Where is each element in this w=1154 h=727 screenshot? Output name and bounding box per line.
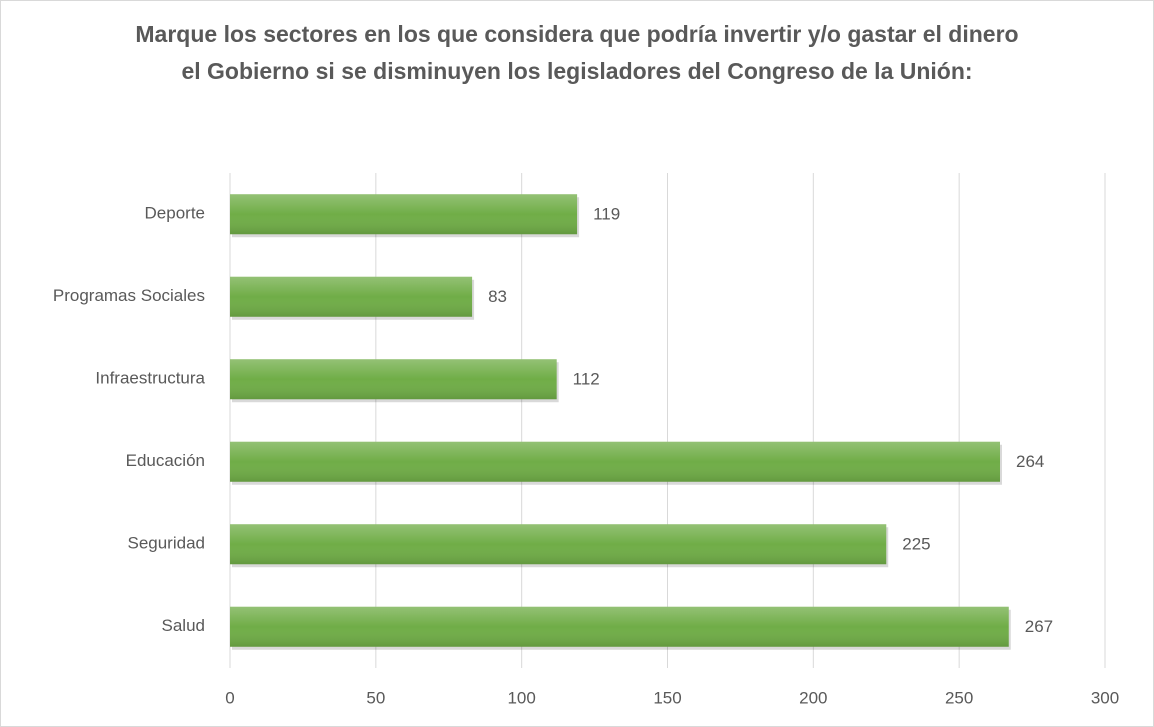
- bar-sheen: [230, 276, 473, 317]
- x-tick-label: 50: [366, 688, 385, 707]
- bar-sheen: [230, 524, 887, 565]
- y-tick-label: Infraestructura: [95, 369, 205, 388]
- x-tick-label: 150: [653, 688, 681, 707]
- bar-sheen: [230, 359, 557, 400]
- bar-sheen: [230, 441, 1000, 482]
- x-tick-label: 0: [225, 688, 234, 707]
- data-label: 119: [593, 205, 620, 224]
- chart-title: Marque los sectores en los que considera…: [135, 21, 1019, 84]
- y-tick-label: Deporte: [145, 204, 205, 223]
- x-tick-label: 300: [1091, 688, 1119, 707]
- bar-sheen: [230, 606, 1009, 647]
- data-label: 267: [1025, 617, 1053, 636]
- data-label: 225: [902, 535, 930, 554]
- y-tick-label: Educación: [126, 451, 205, 470]
- y-tick-label: Seguridad: [127, 534, 205, 553]
- x-tick-label: 100: [507, 688, 535, 707]
- y-tick-label: Salud: [162, 616, 205, 635]
- data-label: 264: [1016, 452, 1044, 471]
- data-label: 83: [488, 287, 507, 306]
- bar-sheen: [230, 194, 578, 235]
- x-tick-label: 250: [945, 688, 973, 707]
- x-tick-label: 200: [799, 688, 827, 707]
- y-tick-label: Programas Sociales: [53, 286, 205, 305]
- data-label: 112: [573, 370, 600, 389]
